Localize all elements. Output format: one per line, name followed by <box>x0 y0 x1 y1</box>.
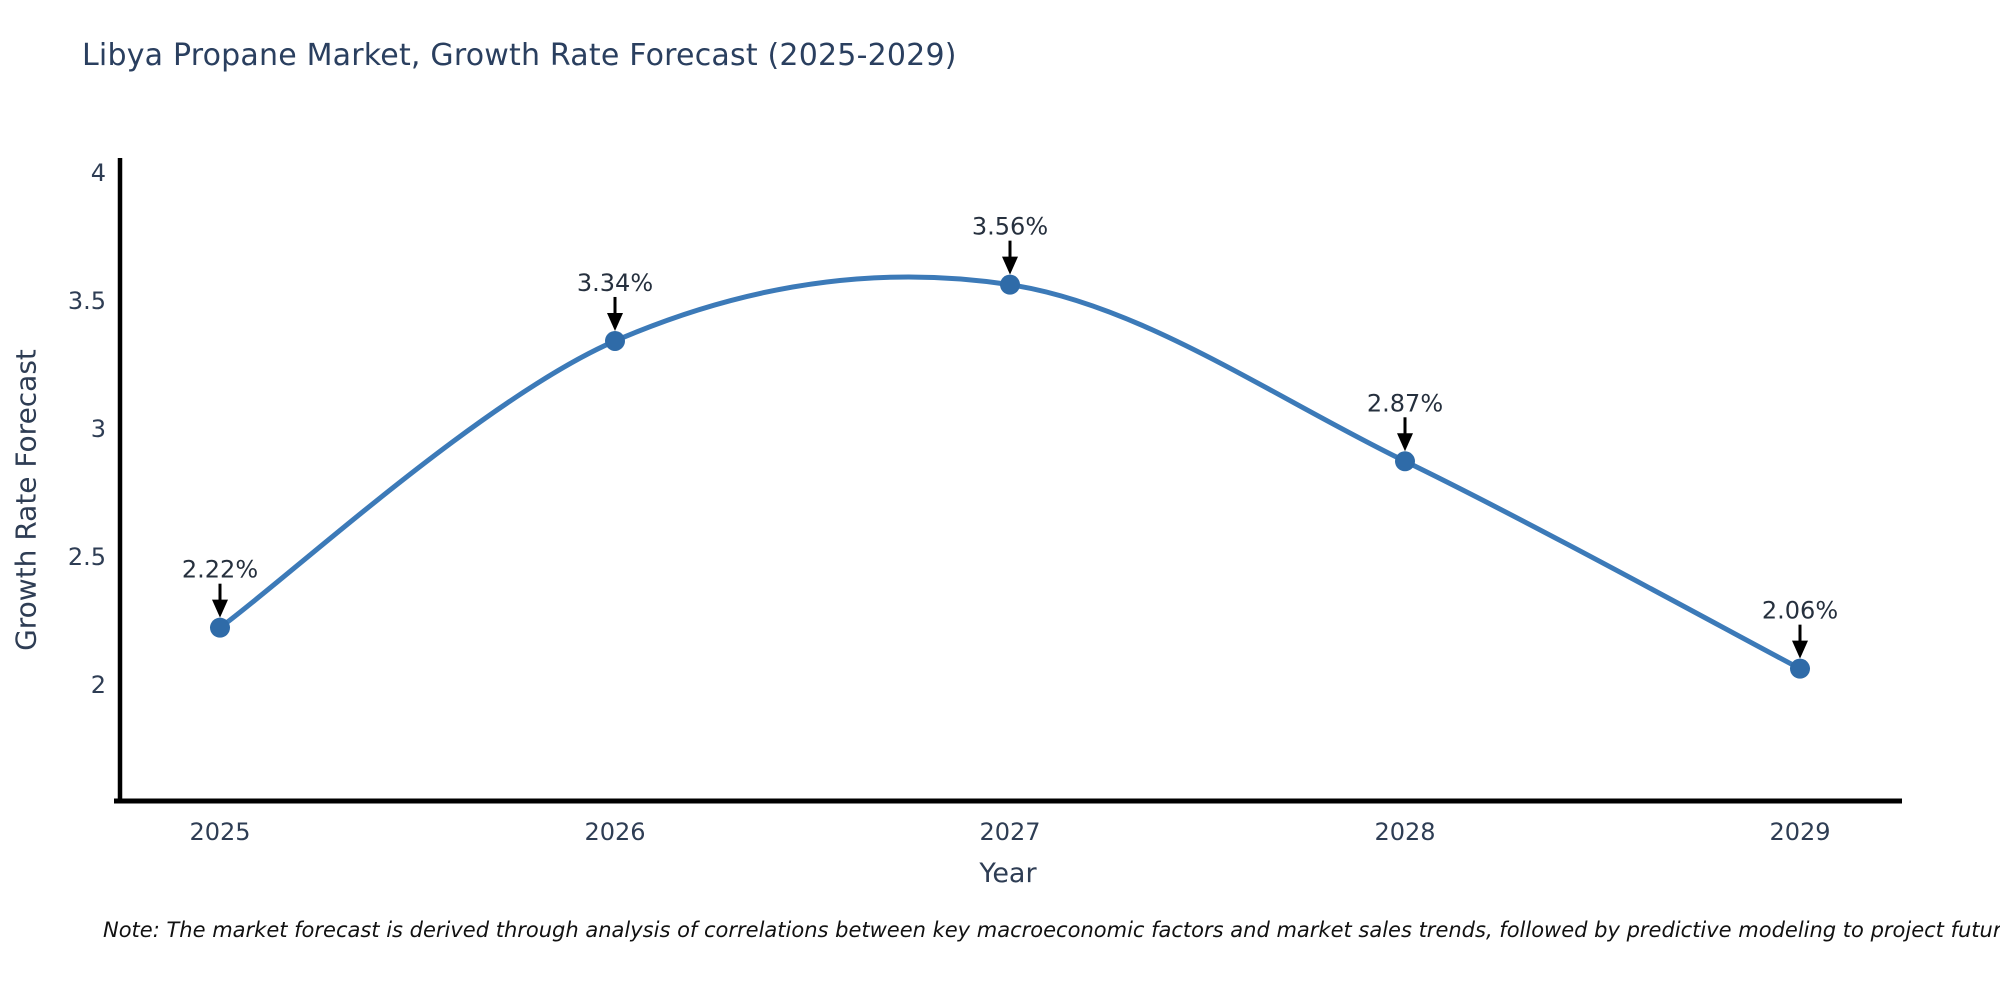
point-value-label: 2.22% <box>182 556 258 584</box>
annotation-arrow-head <box>1792 640 1808 659</box>
annotation-arrow-head <box>607 312 623 331</box>
x-tick-label: 2029 <box>1769 818 1830 846</box>
x-tick-label: 2025 <box>189 818 250 846</box>
y-tick-label: 2 <box>91 671 106 699</box>
point-value-label: 3.56% <box>972 213 1048 241</box>
y-tick-label: 3 <box>91 415 106 443</box>
footnote: Note: The market forecast is derived thr… <box>103 918 2000 942</box>
growth-rate-line <box>217 274 1803 672</box>
data-point-2025 <box>210 617 230 638</box>
data-point-2028 <box>1395 451 1415 472</box>
chart-title: Libya Propane Market, Growth Rate Foreca… <box>82 38 957 73</box>
y-tick-label: 2.5 <box>68 543 106 571</box>
x-tick-label: 2028 <box>1374 818 1435 846</box>
x-tick-label: 2027 <box>979 818 1040 846</box>
point-value-label: 2.06% <box>1762 597 1838 625</box>
annotation-arrow-head <box>212 599 228 618</box>
annotation-arrow-head <box>1397 433 1413 452</box>
y-axis-title: Growth Rate Forecast <box>9 349 43 651</box>
annotation-arrow-head <box>1002 256 1018 275</box>
point-value-label: 2.87% <box>1367 389 1443 417</box>
y-tick-label: 4 <box>91 159 106 187</box>
data-point-2027 <box>1000 274 1020 295</box>
data-point-2026 <box>605 330 625 351</box>
data-point-2029 <box>1790 658 1810 679</box>
x-axis-title: Year <box>979 858 1037 889</box>
y-tick-label: 3.5 <box>68 287 106 315</box>
x-tick-label: 2026 <box>584 818 645 846</box>
point-value-label: 3.34% <box>577 269 653 297</box>
